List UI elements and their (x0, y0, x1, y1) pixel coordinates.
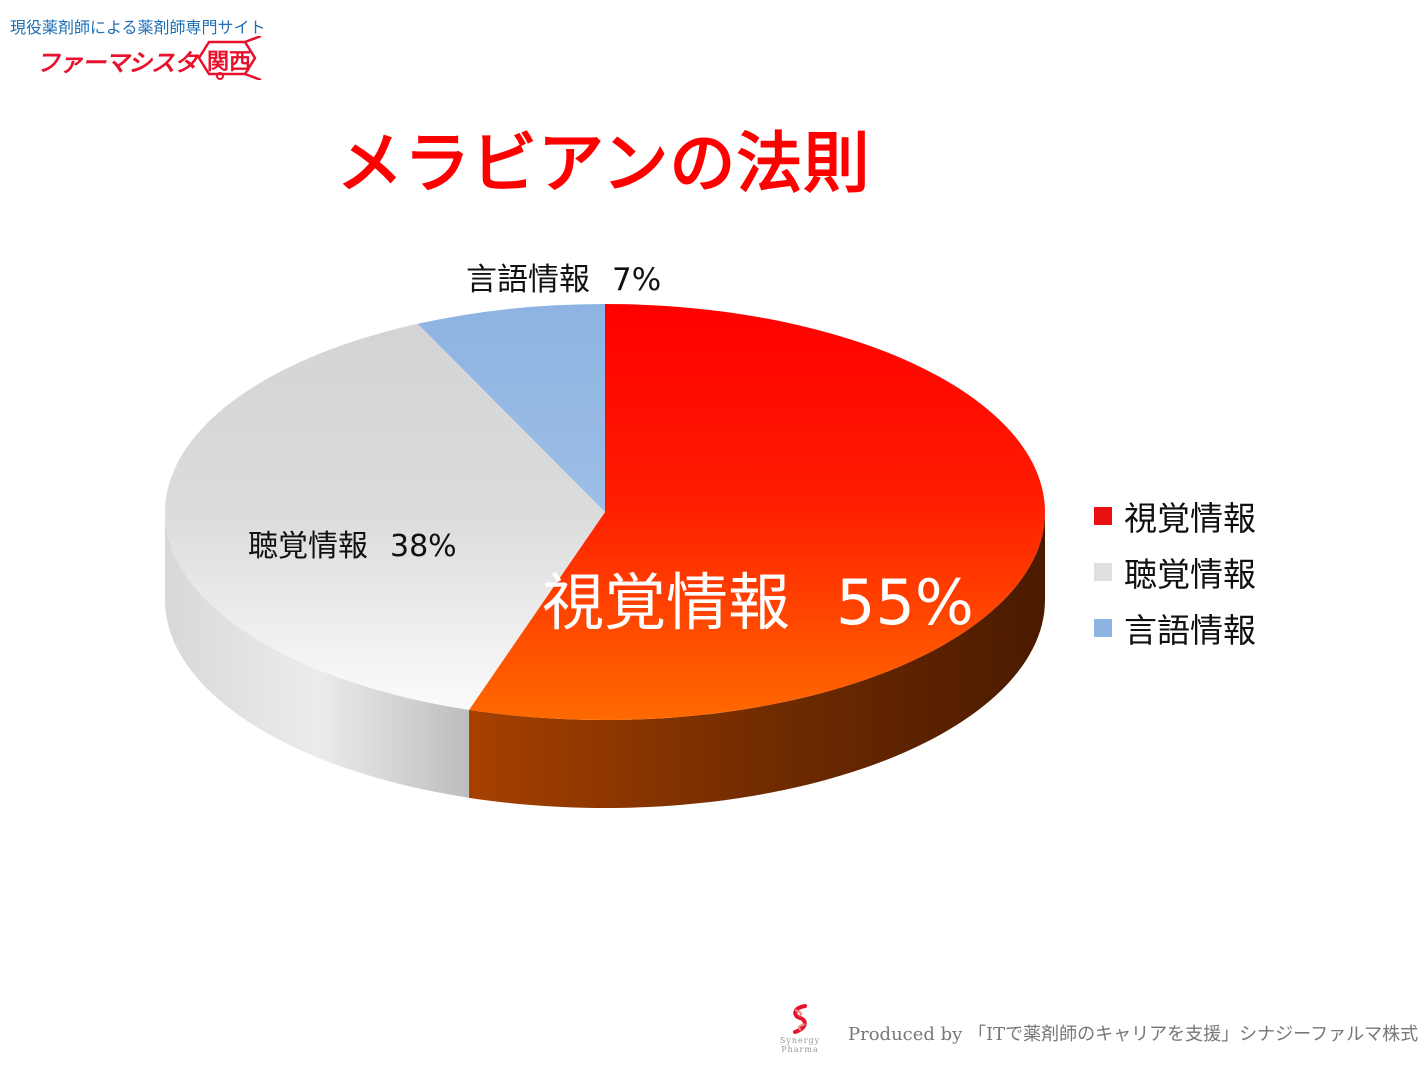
legend-swatch-lang (1094, 619, 1112, 637)
data-label-vis: 視覚情報 55% (542, 552, 974, 642)
data-label-aud: 聴覚情報 38% (248, 521, 457, 565)
data-label-vis-category: 視覚情報 (542, 566, 791, 639)
legend-label-aud: 聴覚情報 (1124, 555, 1256, 594)
site-tagline: 現役薬剤師による薬剤師専門サイト (10, 18, 266, 37)
footer: Synergy Pharma Produced by 「ITで薬剤師のキャリアを… (774, 1004, 1419, 1062)
pie-side-aud (165, 512, 470, 798)
hexagon-molecule-icon (197, 36, 262, 80)
logo-badge-text: 関西 (207, 50, 252, 75)
pie-slice-lang (417, 304, 605, 512)
footer-logo-top: Synergy (779, 1036, 821, 1045)
data-label-lang-value: 7% (612, 262, 662, 298)
legend-item-aud: 聴覚情報 (1094, 544, 1256, 600)
legend-label-lang: 言語情報 (1124, 611, 1256, 650)
legend-item-lang: 言語情報 (1094, 600, 1256, 656)
data-label-aud-category: 聴覚情報 (248, 529, 368, 564)
synergy-pharma-logo: Synergy Pharma (774, 1004, 826, 1062)
data-label-lang: 言語情報 7% (466, 254, 661, 299)
footer-logo-bottom: Pharma (781, 1045, 819, 1054)
chart-title: メラビアンの法則 (337, 125, 871, 202)
pie-slice-aud (165, 323, 605, 710)
site-logo[interactable]: ファーマシスタ 関西 (36, 36, 262, 80)
pie-side-vis (469, 512, 1045, 809)
logo-text: ファーマシスタ (36, 48, 198, 77)
pie-slice-vis (469, 304, 1045, 721)
legend-item-vis: 視覚情報 (1094, 488, 1256, 544)
pie-tops (165, 304, 1045, 721)
dna-helix-icon (793, 1004, 807, 1034)
data-label-vis-value: 55% (836, 566, 974, 639)
footer-credit: Produced by 「ITで薬剤師のキャリアを支援」シナジーファルマ株式会社 (848, 1024, 1419, 1045)
legend-swatch-aud (1094, 563, 1112, 581)
legend-label-vis: 視覚情報 (1124, 499, 1256, 538)
legend-swatch-vis (1094, 507, 1112, 525)
data-label-lang-category: 言語情報 (466, 262, 590, 298)
logo-badge: 関西 (197, 36, 262, 80)
pie-sides (165, 512, 1045, 809)
data-label-aud-value: 38% (390, 529, 457, 564)
chart-legend: 視覚情報 聴覚情報 言語情報 (1094, 488, 1256, 656)
